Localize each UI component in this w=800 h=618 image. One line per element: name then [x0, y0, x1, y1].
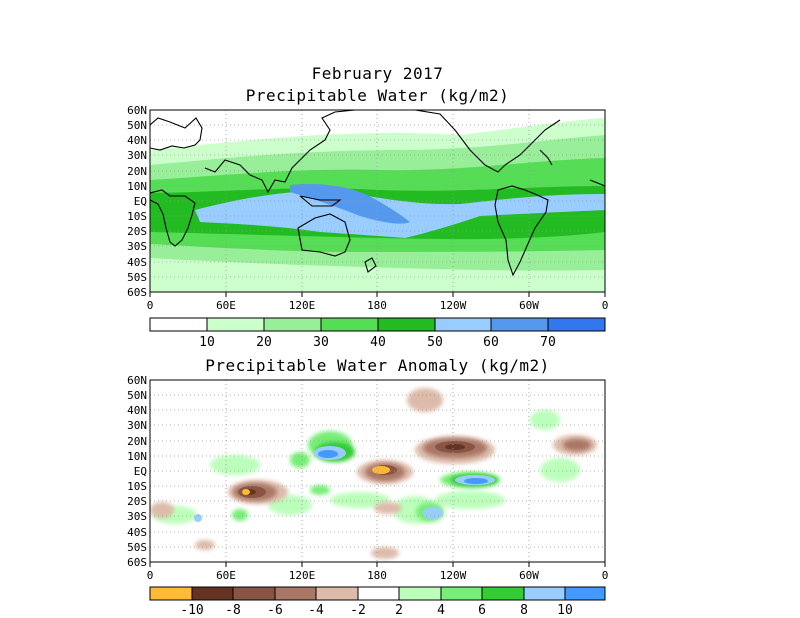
figure-title-pw: Precipitable Water (kg/m2) [245, 86, 510, 105]
anomaly-colorbar-swatch [440, 586, 483, 601]
pw-colorbar-swatch [490, 317, 549, 332]
pw-colorbar-label: 10 [199, 335, 215, 350]
anomaly-lat-label: 20N [127, 435, 147, 448]
anomaly-colorbar-label: -8 [225, 603, 241, 618]
anomaly-lon-label: 60W [519, 569, 539, 582]
pw-lon-label: 120E [289, 299, 316, 312]
pw-lat-label: 40S [127, 256, 147, 269]
anomaly-lat-label: 40S [127, 526, 147, 539]
pw-lon-label: 180 [367, 299, 387, 312]
anomaly-colorbar: -10 -8 -6 -4 -2 2 4 6 8 10 [149, 586, 606, 618]
anomaly-colorbar-swatch [315, 586, 359, 601]
anomaly-colorbar-swatch [481, 586, 525, 601]
pw-colorbar-swatch [547, 317, 606, 332]
anomaly-colorbar-swatch [149, 586, 193, 601]
pw-lon-label: 60E [216, 299, 236, 312]
anomaly-ticks [149, 562, 606, 567]
pw-lon-labels: 0 60E 120E 180 120W 60W 0 [147, 299, 609, 312]
pw-lat-labels: 60N 50N 40N 30N 20N 10N EQ 10S 20S 30S 4… [127, 104, 147, 299]
pw-colorbar-swatch [320, 317, 379, 332]
pw-colorbar-label: 60 [483, 335, 499, 350]
anomaly-lat-label: 50S [127, 541, 147, 554]
anomaly-lat-label: 50N [127, 389, 147, 402]
anomaly-lon-label: 0 [602, 569, 609, 582]
pw-colorbar-label: 30 [313, 335, 329, 350]
pw-colorbar-swatch [263, 317, 322, 332]
pw-colorbar-swatch [434, 317, 492, 332]
pw-lon-label: 120W [440, 299, 467, 312]
pw-band-60-70 [290, 184, 410, 224]
pw-lat-label: 30N [127, 149, 147, 162]
anomaly-lat-label: 20S [127, 495, 147, 508]
anomaly-colorbar-label: 4 [437, 603, 445, 618]
anomaly-lat-label: 40N [127, 404, 147, 417]
pw-coastlines [150, 110, 605, 277]
pw-field [150, 118, 605, 292]
anomaly-lat-label: 30S [127, 510, 147, 523]
anomaly-colorbar-label: 8 [520, 603, 528, 618]
anomaly-colorbar-swatch [357, 586, 400, 601]
pw-lat-label: 20N [127, 165, 147, 178]
anomaly-colorbar-label: -2 [350, 603, 366, 618]
pw-colorbar-swatch [377, 317, 436, 332]
pw-colorbar-label: 50 [427, 335, 443, 350]
anomaly-colorbar-label: 10 [557, 603, 573, 618]
anomaly-colorbar-label: -6 [267, 603, 283, 618]
pw-lat-label: 40N [127, 134, 147, 147]
pw-lat-label: 60N [127, 104, 147, 117]
anomaly-lat-label: 30N [127, 419, 147, 432]
anomaly-lon-label: 120E [289, 569, 316, 582]
anomaly-lon-label: 180 [367, 569, 387, 582]
anomaly-field [150, 388, 597, 559]
pw-lat-label: 10S [127, 210, 147, 223]
anomaly-lat-label: 60N [127, 374, 147, 387]
anomaly-colorbar-swatch [564, 586, 606, 601]
pw-colorbar: 10 20 30 40 50 60 70 [149, 317, 606, 350]
anomaly-lat-label: 10N [127, 450, 147, 463]
anomaly-lat-labels: 60N 50N 40N 30N 20N 10N EQ 10S 20S 30S 4… [127, 374, 147, 569]
pw-colorbar-label: 40 [370, 335, 386, 350]
pw-lat-label: 50S [127, 271, 147, 284]
anomaly-lon-labels: 0 60E 120E 180 120W 60W 0 [147, 569, 609, 582]
anomaly-colorbar-swatch [398, 586, 442, 601]
anomaly-colorbar-swatch [232, 586, 276, 601]
pw-colorbar-swatch [206, 317, 265, 332]
figure-title-anomaly: Precipitable Water Anomaly (kg/m2) [205, 356, 550, 375]
anomaly-lon-label: 120W [440, 569, 467, 582]
pw-colorbar-swatch [149, 317, 208, 332]
anomaly-colorbar-label: -10 [180, 603, 203, 618]
anomaly-lon-label: 0 [147, 569, 154, 582]
anomaly-lat-label: EQ [134, 465, 147, 478]
anomaly-colorbar-swatch [523, 586, 566, 601]
pw-lat-label: 20S [127, 225, 147, 238]
pw-lon-label: 0 [602, 299, 609, 312]
anomaly-map: 60N 50N 40N 30N 20N 10N EQ 10S 20S 30S 4… [127, 374, 608, 582]
pw-lon-label: 60W [519, 299, 539, 312]
pw-lat-label: 30S [127, 240, 147, 253]
anomaly-lat-label: 10S [127, 480, 147, 493]
pw-lat-label: EQ [134, 195, 147, 208]
pw-map: 60N 50N 40N 30N 20N 10N EQ 10S 20S 30S 4… [127, 104, 608, 312]
anomaly-lat-label: 60S [127, 556, 147, 569]
anomaly-colorbar-label: 6 [478, 603, 486, 618]
pw-colorbar-label: 20 [256, 335, 272, 350]
figure-title-month: February 2017 [311, 64, 444, 83]
anomaly-colorbar-swatch [274, 586, 317, 601]
pw-ticks [149, 292, 606, 297]
pw-lat-label: 10N [127, 180, 147, 193]
pw-lon-label: 0 [147, 299, 154, 312]
pw-colorbar-label: 70 [540, 335, 556, 350]
pw-band-50-60 [195, 190, 605, 238]
pw-lat-label: 50N [127, 119, 147, 132]
anomaly-colorbar-swatch [191, 586, 234, 601]
anomaly-colorbar-label: -4 [308, 603, 324, 618]
anomaly-lon-label: 60E [216, 569, 236, 582]
anomaly-colorbar-label: 2 [395, 603, 403, 618]
pw-lat-label: 60S [127, 286, 147, 299]
